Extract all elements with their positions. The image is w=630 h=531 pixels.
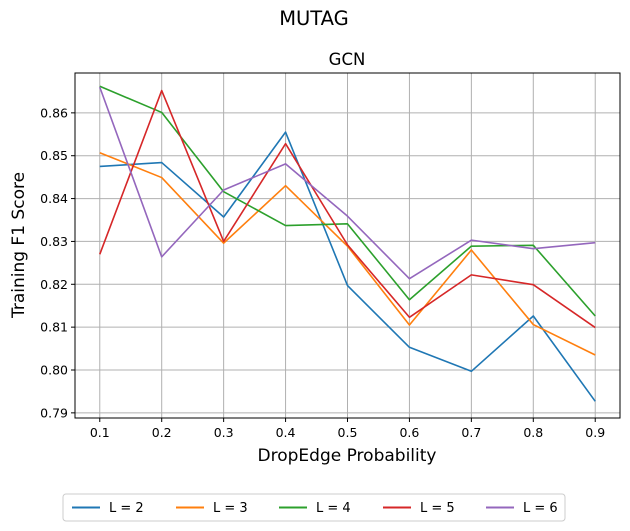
x-tick-label: 0.1 (90, 425, 110, 440)
chart-title: GCN (329, 50, 366, 69)
y-tick-label: 0.79 (40, 405, 68, 420)
y-tick-label: 0.86 (40, 105, 68, 120)
x-tick-label: 0.5 (338, 425, 358, 440)
legend-label: L = 5 (420, 501, 455, 516)
x-tick-label: 0.2 (152, 425, 172, 440)
x-tick-label: 0.9 (585, 425, 605, 440)
legend: L = 2 L = 3 L = 4 L = 5 L = 6 (62, 493, 566, 522)
x-tick-label: 0.3 (214, 425, 234, 440)
x-tick-label: 0.7 (461, 425, 481, 440)
y-tick-label: 0.84 (40, 191, 68, 206)
x-tick-label: 0.8 (523, 425, 543, 440)
x-axis-label: DropEdge Probability (258, 446, 437, 466)
legend-label: L = 3 (213, 501, 248, 516)
series-line-L3 (99, 151, 596, 356)
x-tick-label: 0.4 (276, 425, 296, 440)
series-line-L6 (99, 86, 596, 280)
legend-label: L = 4 (316, 501, 351, 516)
legend-label: L = 2 (109, 501, 144, 516)
y-tick-label: 0.83 (40, 234, 68, 249)
y-axis-label: Training F1 Score (9, 172, 29, 319)
y-tick-label: 0.81 (40, 320, 68, 335)
y-tick-label: 0.85 (40, 148, 68, 163)
series-lines (99, 85, 596, 402)
series-line-L2 (99, 131, 596, 402)
y-tick-label: 0.82 (40, 277, 68, 292)
y-tick-label: 0.80 (40, 363, 68, 378)
legend-box (62, 493, 566, 522)
legend-label: L = 6 (523, 501, 558, 516)
figure-suptitle: MUTAG (279, 7, 349, 30)
series-line-L5 (99, 89, 596, 329)
axis-ticks: 0.1 0.2 0.3 0.4 0.5 0.6 0.7 0.8 0.9 0.79 0.80 0.81 0… (40, 105, 605, 440)
x-tick-label: 0.6 (399, 425, 419, 440)
